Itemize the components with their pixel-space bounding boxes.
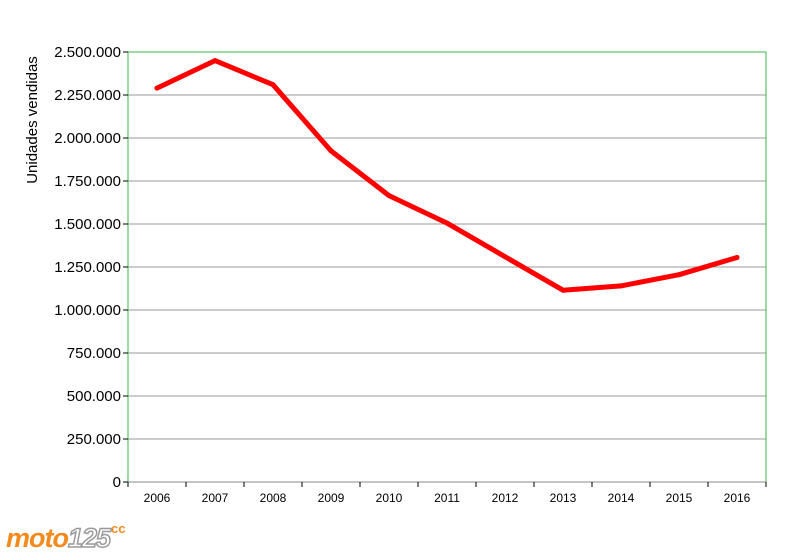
logo-125-text: 125 <box>67 522 112 554</box>
data-point <box>676 272 682 278</box>
x-tick-label: 2006 <box>144 491 171 505</box>
x-tick-label: 2015 <box>666 491 693 505</box>
data-point <box>734 255 740 261</box>
y-tick-label: 2.000.000 <box>54 130 121 147</box>
y-tick-label: 1.750.000 <box>54 173 121 190</box>
y-tick-label: 750.000 <box>67 345 121 362</box>
logo-cc-text: cc <box>111 521 126 536</box>
y-tick-label: 2.500.000 <box>54 44 121 61</box>
y-tick-label: 1.500.000 <box>54 216 121 233</box>
y-tick-label: 1.250.000 <box>54 259 121 276</box>
data-point <box>212 58 218 64</box>
y-tick-label: 2.250.000 <box>54 87 121 104</box>
y-tick-label: 0 <box>113 474 121 491</box>
y-tick-label: 1.000.000 <box>54 302 121 319</box>
data-point <box>444 220 450 226</box>
data-point <box>328 148 334 154</box>
data-point <box>502 254 508 260</box>
data-point <box>270 82 276 88</box>
x-tick-label: 2016 <box>724 491 751 505</box>
logo-moto-text: moto <box>6 523 69 553</box>
x-tick-label: 2010 <box>376 491 403 505</box>
x-tick-label: 2007 <box>202 491 229 505</box>
x-tick-label: 2011 <box>434 491 460 505</box>
x-tick-label: 2009 <box>318 491 345 505</box>
y-tick-label: 250.000 <box>67 431 121 448</box>
data-point <box>154 85 160 91</box>
data-point <box>386 193 392 199</box>
y-axis-title: Unidades vendidas <box>24 56 41 184</box>
moto125-logo: moto 125 cc <box>6 520 126 556</box>
data-point <box>560 287 566 293</box>
x-tick-label: 2014 <box>608 491 635 505</box>
x-tick-label: 2008 <box>260 491 287 505</box>
x-tick-label: 2012 <box>492 491 519 505</box>
data-point <box>618 283 624 289</box>
y-tick-label: 500.000 <box>67 388 121 405</box>
x-tick-label: 2013 <box>550 491 577 505</box>
